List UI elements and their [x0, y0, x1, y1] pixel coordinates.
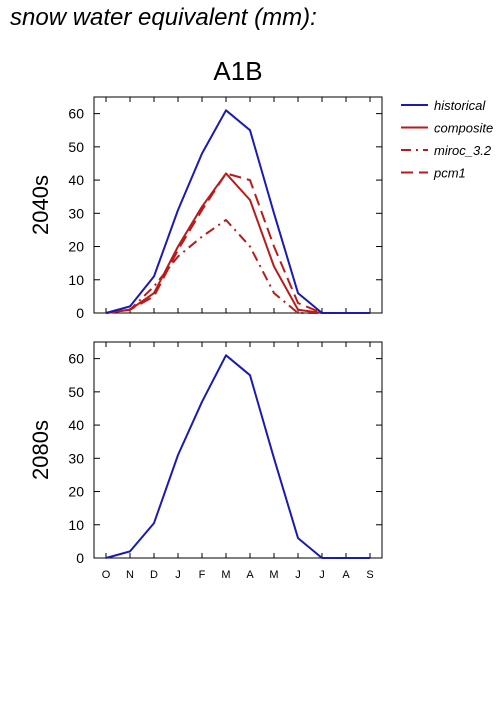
- y-tick-label: 10: [68, 517, 84, 533]
- plot-frame: [93, 341, 383, 559]
- x-tick-label: S: [366, 569, 373, 581]
- scenario-title: A1B: [213, 56, 262, 86]
- x-tick-label: O: [102, 569, 111, 581]
- x-tick-label: N: [126, 569, 134, 581]
- legend-label: pcm1: [433, 166, 466, 181]
- legend-label: miroc_3.2: [434, 143, 492, 158]
- y-tick-label: 20: [68, 484, 84, 500]
- x-tick-label: M: [221, 569, 230, 581]
- y-tick-label: 40: [68, 172, 84, 188]
- y-tick-label: 40: [68, 417, 84, 433]
- y-tick-label: 50: [68, 384, 84, 400]
- y-tick-label: 20: [68, 239, 84, 255]
- legend-label: composite: [434, 121, 493, 136]
- series-line-pcm1: [105, 172, 370, 314]
- y-tick-label: 30: [68, 205, 84, 221]
- series-line-historical: [105, 109, 370, 314]
- y-tick-label: 10: [68, 272, 84, 288]
- series-line-historical: [105, 354, 370, 559]
- series-line-miroc-3-2: [105, 219, 370, 314]
- y-tick-label: 50: [68, 139, 84, 155]
- legend-label: historical: [434, 98, 486, 113]
- x-tick-label: J: [295, 569, 301, 581]
- y-tick-label: 60: [68, 106, 84, 122]
- x-tick-label: A: [246, 569, 254, 581]
- panel-label: 2080s: [28, 420, 53, 480]
- page-title: snow water equivalent (mm):: [10, 4, 317, 31]
- y-tick-label: 60: [68, 351, 84, 367]
- y-tick-label: 30: [68, 450, 84, 466]
- x-tick-label: J: [319, 569, 325, 581]
- plot-frame: [93, 96, 383, 314]
- x-tick-label: D: [150, 569, 158, 581]
- x-tick-label: F: [199, 569, 206, 581]
- panel-label: 2040s: [28, 175, 53, 235]
- x-tick-label: M: [269, 569, 278, 581]
- x-tick-label: A: [342, 569, 350, 581]
- x-tick-label: J: [175, 569, 181, 581]
- y-tick-label: 0: [76, 550, 84, 566]
- y-tick-label: 0: [76, 305, 84, 321]
- series-line-composite: [105, 172, 370, 314]
